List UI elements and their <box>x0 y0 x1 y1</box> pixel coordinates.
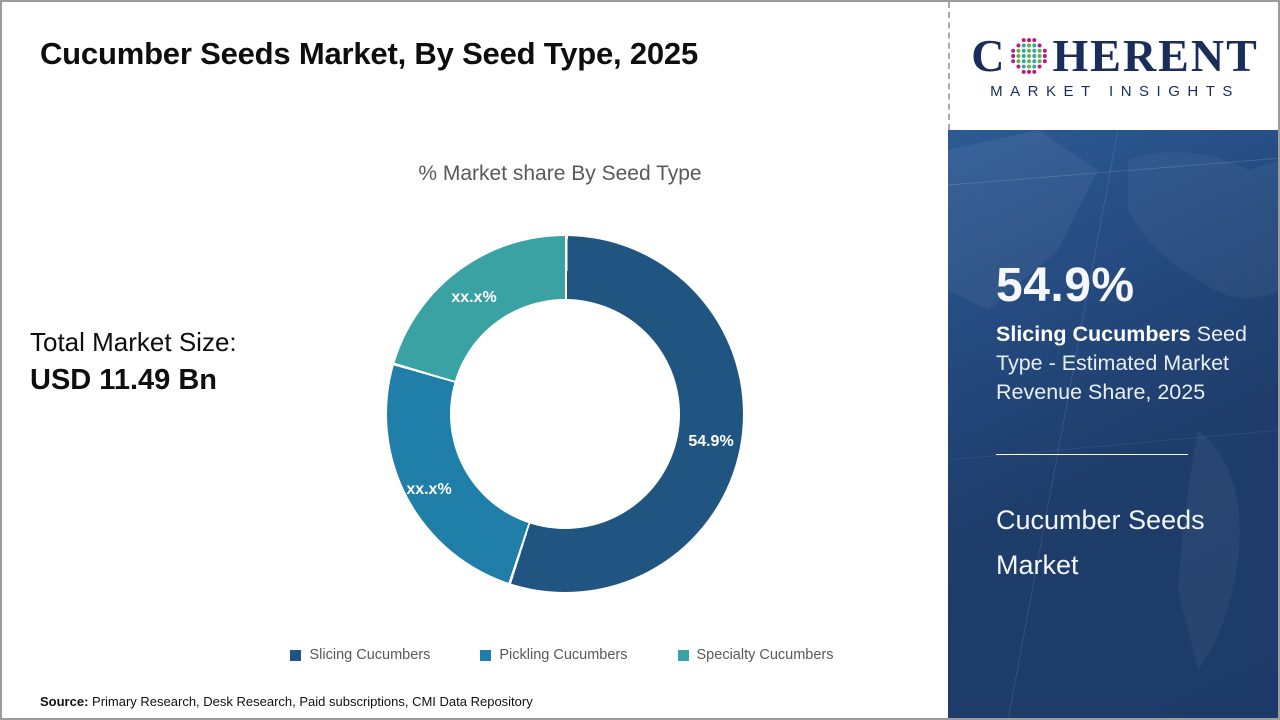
panel-stat-value: 54.9% <box>996 259 1135 312</box>
legend-item-pickling: Pickling Cucumbers <box>480 647 628 663</box>
donut-hole <box>450 299 680 529</box>
legend-label-slicing: Slicing Cucumbers <box>309 647 431 663</box>
legend-item-slicing: Slicing Cucumbers <box>290 647 430 663</box>
logo-letter-c: C <box>971 29 1007 81</box>
source-text: Primary Research, Desk Research, Paid su… <box>88 694 533 709</box>
panel-market-title: Cucumber Seeds Market <box>996 505 1205 580</box>
source-label: Source: <box>40 694 89 709</box>
logo-wordmark: C HERENT <box>971 29 1259 81</box>
slice-label-specialty: xx.x% <box>451 289 497 306</box>
legend-label-specialty: Specialty Cucumbers <box>696 647 834 663</box>
highlight-panel: 54.9% Slicing Cucumbers Seed Type - Esti… <box>948 130 1278 718</box>
panel-desc-rest: Seed Type - Estimated Market Revenue Sha… <box>996 322 1247 405</box>
chart-title: % Market share By Seed Type <box>418 162 702 185</box>
page-title: Cucumber Seeds Market, By Seed Type, 202… <box>40 36 699 71</box>
total-market-size-label: Total Market Size: <box>30 327 237 357</box>
logo-letters-herent: HERENT <box>1052 29 1259 81</box>
coherent-logo: C HERENT MARKET INSIGHTS <box>948 2 1278 130</box>
legend-swatch-pickling <box>480 649 492 661</box>
panel-divider <box>996 454 1188 455</box>
dotted-globe-icon <box>1011 37 1048 74</box>
total-market-size-block: Total Market Size: USD 11.49 Bn <box>30 327 237 397</box>
slice-label-pickling: xx.x% <box>406 481 452 498</box>
logo-subtitle: MARKET INSIGHTS <box>990 82 1240 100</box>
legend-label-pickling: Pickling Cucumbers <box>499 647 628 663</box>
total-market-size-value: USD 11.49 Bn <box>30 364 217 396</box>
slice-label-slicing: 54.9% <box>688 433 734 450</box>
world-map-texture <box>948 130 1278 718</box>
legend-swatch-slicing <box>290 649 302 661</box>
legend-item-specialty: Specialty Cucumbers <box>677 647 834 663</box>
chart-legend: Slicing Cucumbers Pickling Cucumbers Spe… <box>152 647 972 663</box>
panel-desc-bold: Slicing Cucumbers <box>996 322 1191 346</box>
source-line: Source: Primary Research, Desk Research,… <box>40 694 533 709</box>
legend-swatch-specialty <box>677 649 689 661</box>
panel-stat-description: Slicing Cucumbers Seed Type - Estimated … <box>996 320 1254 408</box>
